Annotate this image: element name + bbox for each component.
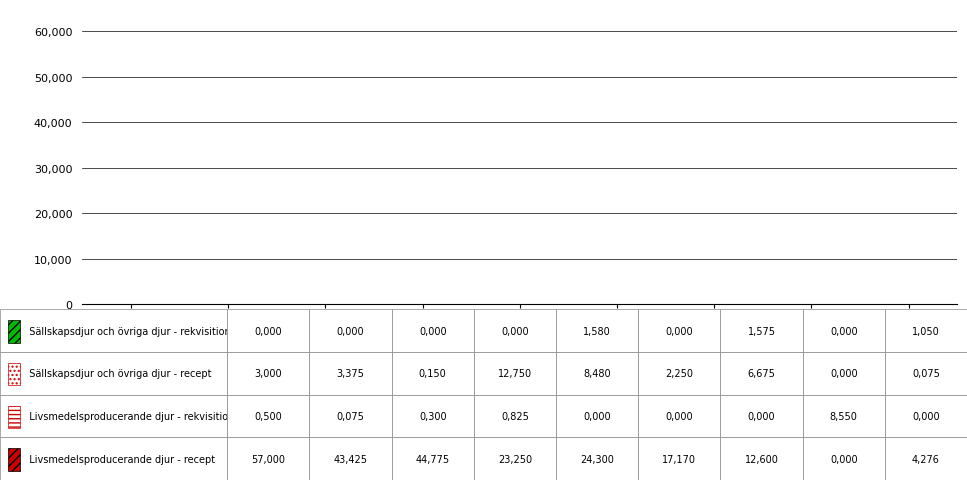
FancyBboxPatch shape — [8, 321, 20, 343]
FancyBboxPatch shape — [8, 363, 20, 385]
FancyBboxPatch shape — [8, 406, 20, 428]
FancyBboxPatch shape — [8, 448, 20, 470]
